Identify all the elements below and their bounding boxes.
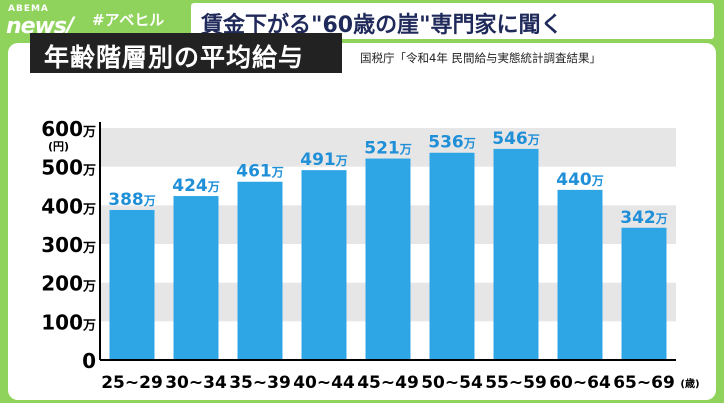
bar-value-label: 536万 — [428, 133, 476, 153]
bar — [557, 189, 603, 360]
x-tick-label: 25~29 — [101, 373, 163, 393]
y-tick-label: 0 — [82, 349, 96, 373]
hashtag: #アベヒル — [92, 11, 165, 29]
bar-value-label: 521万 — [364, 139, 412, 159]
bar-value-label: 424万 — [172, 176, 220, 196]
x-tick-label: 40~44 — [293, 373, 355, 393]
bar — [109, 209, 155, 360]
bar — [621, 227, 667, 360]
bar — [173, 196, 219, 360]
bar-value-label: 440万 — [556, 170, 604, 190]
chart-title: 年齢階層別の平均給与 — [44, 43, 305, 72]
x-tick-label: 45~49 — [357, 373, 419, 393]
bar-value-label: 342万 — [620, 208, 668, 228]
bar — [237, 181, 283, 360]
bar — [365, 158, 411, 360]
bar — [301, 170, 347, 360]
bar — [429, 152, 475, 360]
y-tick-label: 300万 — [41, 233, 96, 257]
chart-title-box: 年齢階層別の平均給与 — [30, 33, 342, 73]
y-tick-label: 600万 — [41, 117, 96, 141]
bar-value-label: 491万 — [300, 150, 348, 170]
y-tick-label: 200万 — [41, 272, 96, 296]
x-tick-label: 65~69 — [613, 373, 675, 393]
bar-value-label: 461万 — [236, 162, 284, 182]
x-tick-label: 30~34 — [165, 373, 227, 393]
logo-top-text: ABEMA — [8, 4, 49, 14]
x-tick-label: 60~64 — [549, 373, 611, 393]
x-tick-label: 50~54 — [421, 373, 483, 393]
y-tick-label: 400万 — [41, 194, 96, 218]
bar — [493, 148, 539, 360]
bar-value-label: 388万 — [108, 190, 156, 210]
source-note: 国税庁「令和4年 民間給与実態統計調査結果」 — [360, 51, 601, 65]
bar-value-label: 546万 — [492, 129, 540, 149]
y-unit-label: (円) — [48, 140, 69, 153]
x-tick-label: 35~39 — [229, 373, 291, 393]
y-tick-label: 100万 — [41, 310, 96, 334]
x-tick-label: 55~59 — [485, 373, 547, 393]
y-tick-label: 500万 — [41, 156, 96, 180]
x-unit-label: (歳) — [680, 377, 699, 390]
